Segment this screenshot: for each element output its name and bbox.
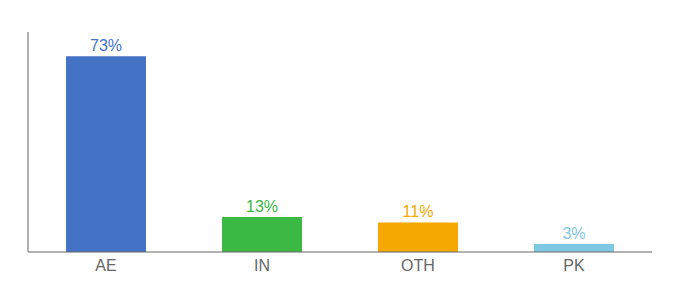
svg-text:AE: AE	[95, 257, 116, 274]
svg-text:PK: PK	[563, 257, 585, 274]
svg-text:OTH: OTH	[401, 257, 435, 274]
svg-text:3%: 3%	[562, 225, 585, 242]
svg-text:73%: 73%	[90, 37, 122, 54]
svg-text:11%: 11%	[403, 203, 434, 220]
svg-text:IN: IN	[254, 257, 270, 274]
svg-text:13%: 13%	[246, 198, 278, 215]
